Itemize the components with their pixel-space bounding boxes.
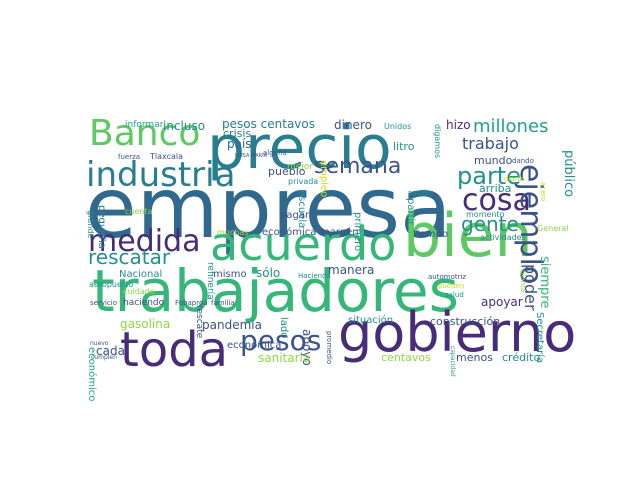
word-litro: litro bbox=[393, 140, 415, 153]
word-rescatar: rescatar bbox=[88, 245, 171, 269]
word-alguna: alguna bbox=[263, 149, 287, 157]
word-fobaproa: Fobaproa bbox=[175, 299, 208, 307]
word-cumplen: cumplen bbox=[91, 354, 117, 361]
word-manera: manera bbox=[328, 263, 375, 277]
word-gobierno: gobierno bbox=[338, 301, 577, 364]
word-salud: salud bbox=[445, 291, 464, 299]
word-diario: diario bbox=[504, 175, 524, 183]
word-solo: sólo bbox=[256, 266, 281, 280]
word-partir: partir bbox=[405, 198, 416, 226]
word-incluso: incluso bbox=[163, 119, 206, 133]
word-lado: lado bbox=[278, 317, 289, 339]
word-cada: cada bbox=[96, 344, 125, 358]
word-cuidado: cuidado bbox=[123, 287, 155, 296]
word-digamos: digamos bbox=[433, 124, 442, 159]
word-trabajadores: trabajadores bbox=[92, 257, 459, 325]
word-semana: semana bbox=[314, 154, 402, 179]
word-mejor: mejor bbox=[287, 162, 314, 172]
word-centavos: centavos bbox=[381, 351, 431, 364]
word-publico: público bbox=[561, 150, 576, 198]
word-credito: crédito bbox=[502, 351, 541, 364]
word-menos: menos bbox=[456, 351, 493, 364]
word-economica-1: económica bbox=[262, 227, 317, 238]
word-planta: planta bbox=[519, 270, 527, 293]
word-empresa: empresa bbox=[85, 159, 452, 257]
word-trabajo: trabajo bbox=[462, 134, 519, 153]
word-aeropuerto: aeropuerto bbox=[89, 280, 134, 289]
word-luisa-maria: LUISA MARÍA bbox=[235, 153, 268, 159]
word-medida: medida bbox=[88, 224, 201, 259]
word-automotriz: automotriz bbox=[428, 273, 467, 281]
word-sanitaria: sanitaria bbox=[258, 351, 311, 365]
word-mismo: mismo bbox=[213, 269, 247, 280]
word-dando: dando bbox=[512, 157, 534, 165]
word-refineria: refinería bbox=[205, 262, 215, 300]
word-millones: millones bbox=[473, 116, 549, 137]
word-haciendo: haciendo bbox=[123, 298, 165, 308]
word-servicio: servicio bbox=[90, 299, 117, 307]
word-banco: Banco bbox=[89, 113, 201, 154]
word-fuerza: fuerza bbox=[118, 153, 141, 161]
word-empleo: empleo bbox=[318, 160, 329, 198]
word-cosa: cosa bbox=[462, 183, 531, 218]
word-nacion: nación bbox=[408, 189, 432, 197]
word-privada: privada bbox=[288, 177, 319, 186]
word-bien: bien bbox=[403, 201, 533, 271]
word-gasolina: gasolina bbox=[120, 317, 171, 331]
word-pandemia: pandemia bbox=[202, 318, 262, 332]
word-industria: industria bbox=[86, 155, 236, 195]
word-hizo: hizo bbox=[446, 118, 471, 132]
word-hacienda: Hacienda bbox=[298, 272, 331, 280]
word-margen: margen bbox=[320, 227, 359, 238]
word-unidos: Unidos bbox=[384, 122, 412, 131]
word-acero: acero bbox=[539, 182, 547, 202]
word-nuevo: nuevo bbox=[90, 340, 109, 347]
word-dinero: dinero bbox=[334, 118, 372, 132]
word-momento: momento bbox=[466, 210, 505, 219]
word-pagar: pagar bbox=[280, 210, 310, 221]
word-construccion: construcción bbox=[430, 315, 501, 328]
word-pesos-centavos: pesos centavos bbox=[222, 117, 315, 131]
word-capacidad: capacidad bbox=[449, 346, 456, 377]
word-arriba: arriba bbox=[479, 182, 512, 195]
word-pueden: pueden bbox=[438, 282, 465, 290]
word-pesos-big: pesos bbox=[240, 324, 322, 357]
word-pais: país bbox=[227, 137, 252, 151]
word-mundo: mundo bbox=[474, 154, 513, 167]
word-toda: toda bbox=[120, 322, 229, 378]
word-parte: parte bbox=[457, 162, 521, 190]
word-siempre: siempre bbox=[537, 256, 552, 309]
word-cuenta: cuenta bbox=[125, 207, 153, 216]
word-familia: familia bbox=[211, 299, 235, 307]
word-grande: grande bbox=[86, 210, 95, 239]
word-tiempo: tiempo bbox=[413, 229, 449, 240]
word-apoyar: apoyar bbox=[481, 295, 523, 309]
word-informar: informar bbox=[125, 120, 164, 130]
word-precio: precio bbox=[207, 113, 392, 183]
word-pequena: pequeña bbox=[96, 205, 107, 249]
word-actividades: actividades bbox=[480, 233, 526, 242]
word-tlaxcala: Tlaxcala bbox=[150, 152, 184, 161]
word-situacion: situación bbox=[348, 315, 394, 326]
word-nacional: Nacional bbox=[119, 269, 163, 280]
word-promedio: promedio bbox=[325, 331, 333, 365]
word-crisis: crisis bbox=[223, 127, 252, 140]
word-pueblo: pueblo bbox=[268, 165, 306, 178]
word-gente: gente bbox=[461, 212, 519, 236]
word-general: General bbox=[537, 224, 569, 233]
word-acuerdo: acuerdo bbox=[210, 217, 397, 271]
word-muchas: muchas bbox=[217, 228, 249, 237]
word-economica-2: económica bbox=[227, 340, 282, 351]
